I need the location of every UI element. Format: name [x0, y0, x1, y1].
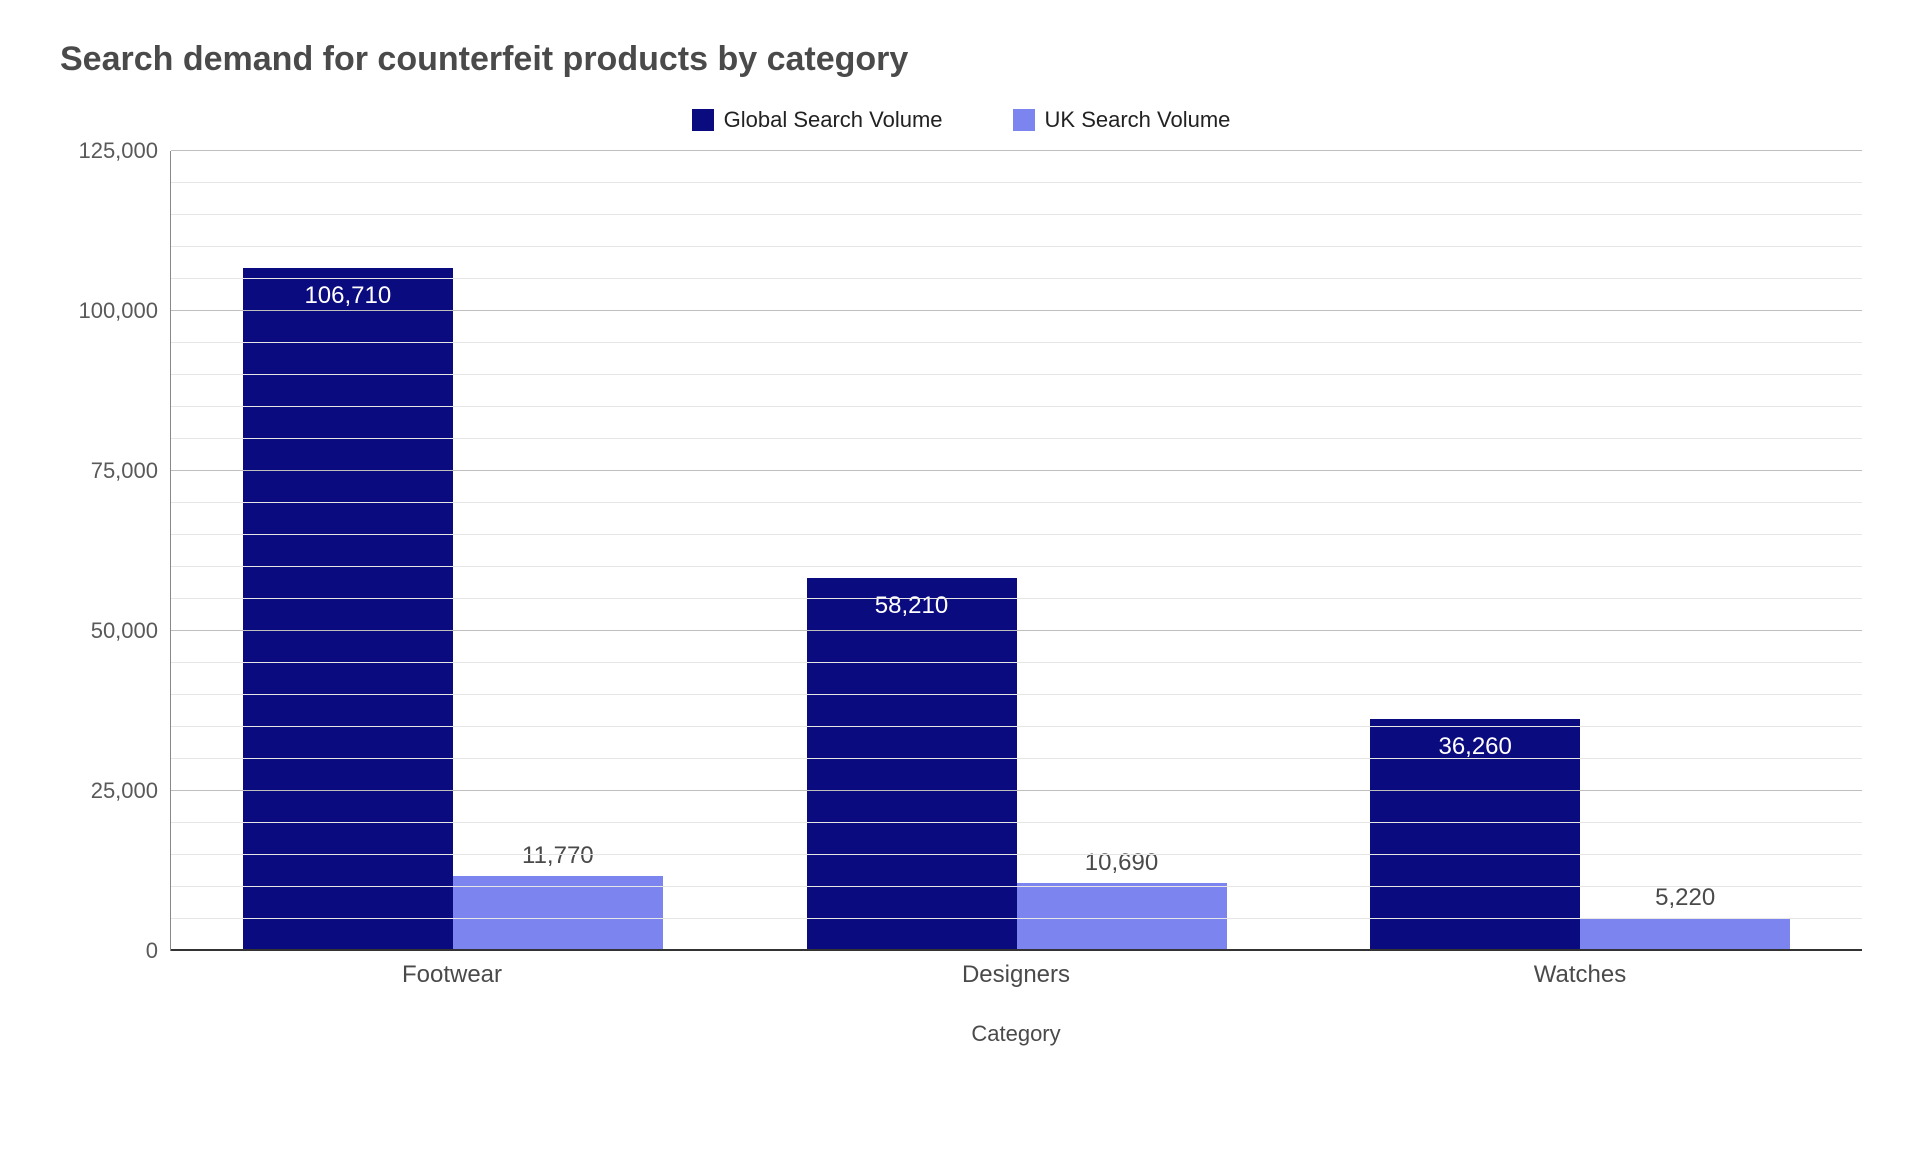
- y-tick-label: 0: [146, 938, 158, 964]
- bar-uk: 10,690: [1017, 883, 1227, 951]
- major-gridline: [171, 470, 1862, 471]
- y-tick-label: 25,000: [91, 778, 158, 804]
- minor-gridline: [171, 502, 1862, 503]
- bar-group: 58,210 10,690: [735, 151, 1299, 951]
- legend-label-uk: UK Search Volume: [1045, 107, 1231, 133]
- bar-value-label: 5,220: [1655, 884, 1715, 912]
- minor-gridline: [171, 662, 1862, 663]
- minor-gridline: [171, 598, 1862, 599]
- minor-gridline: [171, 374, 1862, 375]
- bar-value-label: 11,770: [522, 842, 594, 870]
- y-tick-label: 125,000: [78, 138, 158, 164]
- major-gridline: [171, 630, 1862, 631]
- chart-title: Search demand for counterfeit products b…: [60, 40, 1862, 79]
- bar-value-label: 58,210: [875, 592, 948, 620]
- minor-gridline: [171, 278, 1862, 279]
- minor-gridline: [171, 534, 1862, 535]
- x-axis-labels: FootwearDesignersWatches: [170, 961, 1862, 989]
- minor-gridline: [171, 886, 1862, 887]
- minor-gridline: [171, 822, 1862, 823]
- minor-gridline: [171, 918, 1862, 919]
- minor-gridline: [171, 566, 1862, 567]
- bar-group: 106,710 11,770: [171, 151, 735, 951]
- legend-item-global: Global Search Volume: [692, 107, 943, 133]
- bar-global: 58,210: [807, 578, 1017, 951]
- legend: Global Search Volume UK Search Volume: [60, 107, 1862, 133]
- legend-item-uk: UK Search Volume: [1013, 107, 1231, 133]
- minor-gridline: [171, 758, 1862, 759]
- minor-gridline: [171, 246, 1862, 247]
- x-axis-title: Category: [170, 1021, 1862, 1047]
- chart-root: Search demand for counterfeit products b…: [0, 0, 1922, 1168]
- minor-gridline: [171, 182, 1862, 183]
- legend-label-global: Global Search Volume: [724, 107, 943, 133]
- y-tick-label: 50,000: [91, 618, 158, 644]
- bar-group: 36,260 5,220: [1298, 151, 1862, 951]
- y-tick-label: 100,000: [78, 298, 158, 324]
- bar-value-label: 36,260: [1438, 733, 1511, 761]
- y-axis: 025,00050,00075,000100,000125,000: [60, 151, 170, 951]
- bar-global: 36,260: [1370, 719, 1580, 951]
- bar-value-label: 10,690: [1085, 849, 1158, 877]
- minor-gridline: [171, 438, 1862, 439]
- minor-gridline: [171, 406, 1862, 407]
- legend-swatch-global: [692, 109, 714, 131]
- legend-swatch-uk: [1013, 109, 1035, 131]
- chart-area: 025,00050,00075,000100,000125,000 106,71…: [60, 151, 1862, 1021]
- bar-groups: 106,710 11,770 58,210 10,690 36,260 5,220: [171, 151, 1862, 951]
- bar-uk: 5,220: [1580, 918, 1790, 951]
- major-gridline: [171, 790, 1862, 791]
- minor-gridline: [171, 214, 1862, 215]
- x-tick-label: Designers: [734, 961, 1298, 989]
- y-tick-label: 75,000: [91, 458, 158, 484]
- plot-area: 106,710 11,770 58,210 10,690 36,260 5,220: [170, 151, 1862, 951]
- x-tick-label: Footwear: [170, 961, 734, 989]
- bar-value-label: 106,710: [304, 282, 391, 310]
- major-gridline: [171, 150, 1862, 151]
- major-gridline: [171, 310, 1862, 311]
- baseline: [171, 949, 1862, 951]
- minor-gridline: [171, 854, 1862, 855]
- bar-global: 106,710: [243, 268, 453, 951]
- minor-gridline: [171, 694, 1862, 695]
- minor-gridline: [171, 342, 1862, 343]
- x-tick-label: Watches: [1298, 961, 1862, 989]
- minor-gridline: [171, 726, 1862, 727]
